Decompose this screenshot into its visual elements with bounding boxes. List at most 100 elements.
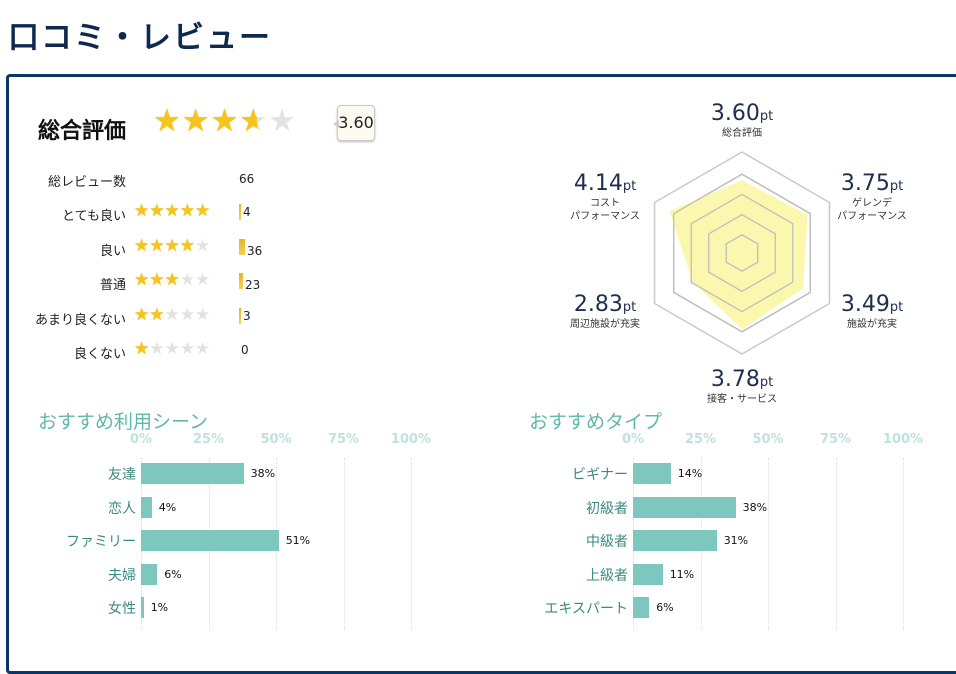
radar-axis-name: 総合評価	[722, 128, 762, 139]
star-icon: ★ ★	[134, 270, 150, 290]
star-icon: ★ ★	[239, 103, 269, 139]
radar-axis-name: 周辺施設が充実	[570, 319, 640, 330]
star-icon: ★	[179, 270, 195, 290]
overall-score: 3.60	[333, 105, 375, 141]
bar	[141, 496, 152, 518]
star-icon: ★	[268, 103, 297, 139]
rating-row-bar	[239, 238, 245, 255]
bar-label: 女性	[108, 601, 136, 618]
axis-tick: 100%	[882, 432, 924, 447]
page-title: 口コミ・レビュー	[8, 20, 272, 56]
bar-label: 上級者	[586, 567, 628, 584]
bar-label: 友達	[108, 467, 136, 483]
bar-value: 6%	[164, 567, 182, 581]
bar-value: 38%	[250, 467, 276, 480]
radar-axis-label: 2.83pt 周辺施設が充実	[535, 294, 675, 331]
bar-value: 11%	[669, 567, 695, 581]
radar-axis-name: ゲレンデ パフォーマンス	[837, 198, 907, 222]
bar-value: 4%	[158, 500, 177, 514]
bar	[633, 563, 663, 585]
rating-row-label: とても良い	[62, 209, 126, 224]
type-title: おすすめタイプ	[529, 411, 663, 433]
scene-title: おすすめ利用シーン	[38, 411, 209, 433]
axis-tick: 25%	[192, 432, 225, 447]
bar-label: 夫婦	[108, 567, 136, 584]
bar-label: 中級者	[586, 534, 628, 551]
gridline	[411, 458, 412, 630]
radar-axis-label: 3.49pt 施設が充実	[802, 294, 942, 331]
gridline	[903, 458, 904, 630]
star-icon: ★ ★	[153, 103, 182, 139]
star-icon: ★	[164, 304, 180, 325]
bar-value: 38%	[742, 500, 768, 514]
radar-ring-inner	[708, 213, 776, 293]
star-icon: ★ ★	[164, 201, 180, 221]
total-reviews-count: 66	[239, 172, 255, 186]
radar-value: 2.83	[573, 292, 623, 317]
star-icon: ★ ★	[149, 235, 165, 256]
star-icon: ★ ★	[164, 270, 180, 290]
rating-row-count: 23	[245, 278, 261, 292]
rating-row-stars: ★ ★ ★★★★	[134, 341, 210, 358]
gridline	[835, 458, 837, 630]
radar-ring-inner	[690, 193, 794, 313]
radar-value: 4.14	[573, 171, 623, 196]
bar-label: 恋人	[108, 500, 136, 517]
star-icon: ★ ★	[134, 201, 150, 221]
axis-tick: 0%	[129, 432, 153, 447]
axis-tick: 0%	[621, 432, 645, 447]
total-reviews-label: 総レビュー数	[47, 175, 126, 190]
radar-axis-name: 接客・サービス	[707, 394, 777, 405]
star-icon: ★ ★	[181, 103, 211, 139]
rating-row-count: 36	[247, 243, 263, 258]
bar-label: ファミリー	[66, 534, 136, 551]
star-icon: ★ ★	[149, 270, 165, 290]
axis-tick: 75%	[327, 432, 360, 447]
bar-label: ビギナー	[572, 467, 628, 483]
bar	[141, 530, 279, 552]
rating-row-stars: ★ ★ ★ ★ ★ ★ ★★	[134, 272, 210, 289]
overall-stars: ★ ★ ★ ★ ★ ★ ★ ★ ★	[153, 106, 297, 137]
radar-axis-label: 3.78pt 接客・サービス	[672, 369, 812, 406]
radar-axis-name: 施設が充実	[847, 319, 897, 330]
bar	[633, 463, 671, 484]
radar-chart	[653, 151, 831, 355]
radar-ring	[653, 151, 831, 355]
radar-axis-label: 4.14pt コスト パフォーマンス	[535, 173, 675, 223]
bar	[141, 597, 144, 619]
star-icon: ★ ★	[179, 201, 195, 221]
axis-tick: 50%	[752, 432, 784, 447]
gridline	[343, 458, 345, 630]
rating-row-label: あまり良くない	[34, 312, 126, 328]
rating-row-count: 4	[243, 205, 251, 219]
star-icon: ★ ★	[179, 235, 195, 256]
radar-unit: pt	[759, 109, 774, 124]
overall-rating-label: 総合評価	[38, 119, 127, 144]
rating-row-bar	[239, 307, 241, 324]
bar	[141, 563, 158, 585]
star-icon: ★ ★	[134, 339, 150, 359]
bar-label: エキスパート	[544, 601, 628, 618]
bar	[633, 597, 650, 619]
star-icon: ★ ★	[164, 235, 180, 256]
radar-axis-label: 3.75pt ゲレンデ パフォーマンス	[802, 173, 942, 223]
radar-value: 3.60	[710, 101, 760, 126]
gridline	[768, 458, 769, 630]
radar-unit: pt	[889, 179, 904, 194]
star-icon: ★	[195, 304, 211, 325]
star-icon: ★	[195, 339, 211, 359]
rating-row-count: 0	[241, 343, 249, 357]
bar	[633, 496, 736, 518]
rating-row-stars: ★ ★ ★ ★ ★ ★ ★ ★ ★	[134, 235, 210, 256]
star-icon: ★ ★	[134, 235, 150, 256]
bar-value: 14%	[677, 467, 703, 480]
radar-value: 3.49	[840, 292, 890, 317]
axis-tick: 100%	[390, 432, 432, 447]
bar-value: 6%	[656, 601, 674, 615]
bar	[633, 530, 717, 552]
star-icon: ★ ★	[195, 201, 211, 221]
star-icon: ★ ★	[134, 304, 150, 325]
star-icon: ★ ★	[149, 304, 165, 325]
radar-unit: pt	[889, 300, 904, 315]
rating-row-bar	[239, 273, 243, 289]
